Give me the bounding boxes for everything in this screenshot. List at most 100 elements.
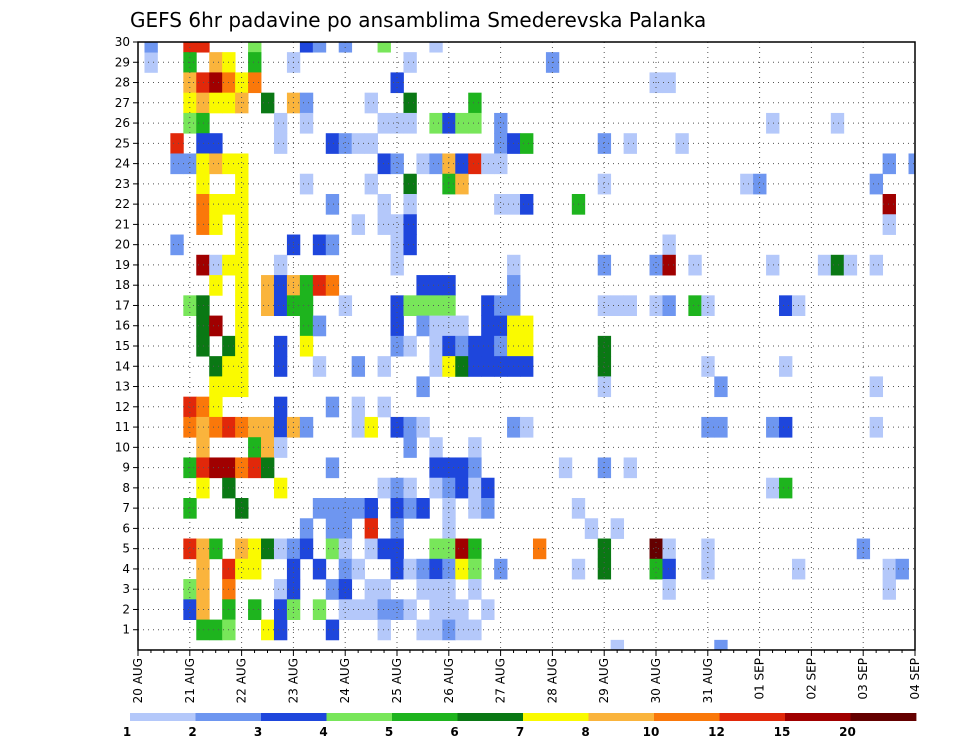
precip-cell [196, 194, 210, 215]
precip-cell [455, 315, 469, 337]
precip-cell [455, 173, 469, 195]
legend-swatch [392, 713, 458, 721]
precip-cell [338, 599, 353, 620]
precip-cell [455, 599, 469, 620]
precip-cell [455, 153, 469, 175]
precip-cell [261, 437, 275, 458]
precip-cell [196, 457, 210, 479]
precip-cell [403, 52, 417, 73]
precip-cell [196, 538, 210, 560]
legend-swatch [261, 713, 327, 721]
x-tick-label: 20 AUG [131, 658, 145, 703]
precip-cell [312, 42, 327, 53]
precip-cell [403, 194, 417, 215]
precip-cell [494, 112, 508, 134]
precip-cell [403, 295, 417, 316]
precip-cell [520, 416, 534, 438]
precip-cell [429, 477, 443, 499]
precip-cell [455, 538, 469, 560]
precip-cell [403, 335, 417, 357]
legend-label: 15 [774, 725, 791, 739]
precip-cell [520, 133, 534, 154]
precip-cell [144, 42, 158, 53]
precip-cell [403, 437, 417, 458]
x-tick-label: 22 AUG [235, 658, 249, 703]
precip-cell [740, 173, 754, 195]
precip-cell [662, 72, 676, 94]
precip-cell [481, 335, 495, 357]
precip-cell [235, 335, 249, 357]
precip-cell [494, 335, 508, 357]
precip-cell [429, 275, 443, 296]
precip-cell [209, 619, 223, 641]
y-tick-label: 6 [122, 521, 130, 535]
precip-cell [196, 619, 210, 641]
y-tick-label: 8 [122, 481, 130, 495]
precip-cell [196, 112, 210, 134]
precip-cell [610, 639, 625, 651]
precip-cell [403, 558, 417, 580]
precip-cell [468, 356, 482, 377]
legend-swatch [719, 713, 786, 721]
precip-cell [312, 599, 327, 620]
precip-cell [623, 133, 637, 154]
precip-cell [662, 234, 676, 256]
precip-cell [325, 498, 340, 519]
precip-cell [623, 457, 637, 479]
precip-cell [390, 153, 404, 175]
precip-cell [325, 396, 340, 418]
precip-cell [779, 416, 793, 438]
precip-cell [688, 254, 702, 276]
precip-cell [209, 356, 223, 377]
precip-cell [610, 295, 625, 316]
y-tick-label: 25 [115, 136, 130, 150]
precip-cell [882, 214, 896, 235]
precip-cell [312, 558, 327, 580]
precip-cell [235, 376, 249, 398]
precip-cell [468, 558, 482, 580]
y-tick-label: 19 [115, 258, 130, 272]
precip-cell [196, 396, 210, 418]
precip-cell [299, 538, 314, 560]
y-tick-label: 2 [122, 602, 130, 616]
y-tick-label: 20 [115, 238, 130, 252]
precip-cell [248, 538, 262, 560]
precip-cell [183, 599, 197, 620]
precip-cell [714, 639, 728, 651]
precip-cell [261, 92, 275, 114]
y-tick-label: 27 [115, 96, 130, 110]
precip-cell [481, 356, 495, 377]
precip-cell [675, 133, 689, 154]
legend-swatch [588, 713, 655, 721]
precip-cell [338, 133, 353, 154]
precip-cell [325, 275, 340, 296]
precip-cell [196, 335, 210, 357]
legend-swatch [130, 713, 196, 721]
precip-cell [455, 356, 469, 377]
precip-cell [869, 254, 884, 276]
precip-cell [325, 457, 340, 479]
legend-label: 3 [254, 725, 262, 739]
precip-cell [235, 275, 249, 296]
precip-cell [377, 112, 391, 134]
precip-cell [261, 416, 275, 438]
x-tick-label: 27 AUG [494, 658, 508, 703]
precip-cell [649, 558, 663, 580]
precip-cell [520, 315, 534, 337]
precip-cell [325, 133, 340, 154]
precip-cell [662, 295, 676, 316]
chart-title: GEFS 6hr padavine po ansamblima Smederev… [130, 8, 706, 32]
y-tick-label: 23 [115, 177, 130, 191]
precip-cell [468, 335, 482, 357]
precip-cell [662, 538, 676, 560]
y-tick-label: 16 [115, 319, 130, 333]
precip-cell [468, 498, 482, 519]
precip-cell [403, 498, 417, 519]
precip-cell [273, 538, 288, 560]
precip-cell [468, 619, 482, 641]
precip-cell [377, 194, 391, 215]
y-tick-label: 11 [115, 420, 130, 434]
precip-cell [235, 214, 249, 235]
precip-cell [429, 538, 443, 560]
precip-cell [312, 275, 327, 296]
